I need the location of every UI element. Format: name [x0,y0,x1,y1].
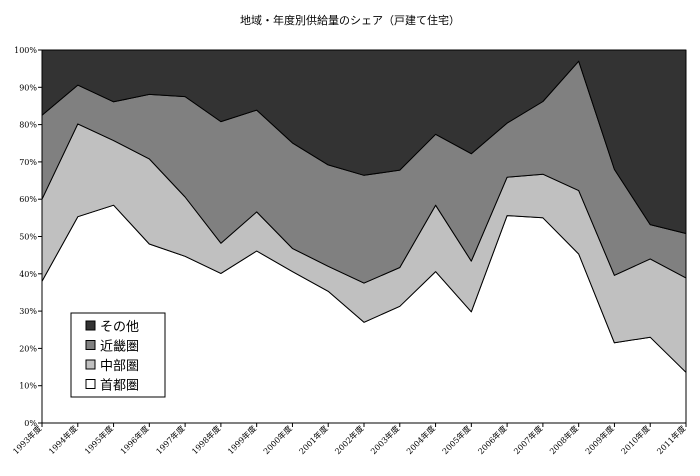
x-tick-label: 2011年度 [655,423,688,456]
x-tick-label: 2010年度 [619,423,652,456]
legend-label: 近畿圏 [100,340,139,355]
x-tick-label: 2003年度 [368,423,401,456]
y-tick-label: 70% [19,158,37,167]
x-tick-label: 2004年度 [404,423,437,456]
axes-group [38,49,687,427]
legend-swatch [85,379,96,389]
x-tick-label: 2006年度 [476,423,509,456]
x-tick-label: 1996年度 [118,423,151,456]
areas-group [41,49,687,424]
x-tick-label: 2002年度 [333,423,366,456]
x-tick-labels: 1993年度 1994年度 1995年度 1996年度 1997年度 1998年度 1999… [11,423,688,456]
y-tick-label: 100% [14,46,37,55]
x-tick-label: 2008年度 [547,423,580,456]
y-tick-label: 20% [19,344,37,353]
legend-label: 中部圏 [100,359,139,374]
y-tick-label: 30% [19,307,37,316]
y-tick-label: 50% [19,233,37,242]
x-tick-label: 1993年度 [11,423,44,456]
y-tick-label: 80% [19,121,37,130]
y-tick-label: 90% [19,83,37,92]
x-tick-label: 2009年度 [583,423,616,456]
y-tick-label: 10% [19,382,37,391]
legend-swatch [85,340,96,350]
x-tick-label: 1999年度 [225,423,258,456]
legend-swatch [85,320,96,331]
legend-swatch [85,359,96,370]
legend-label: その他 [100,320,139,335]
area-series-3 [41,49,687,234]
y-tick-label: 0% [24,419,37,428]
y-tick-label: 60% [19,195,37,204]
legend-label: 首都圏 [100,379,139,394]
x-tick-label: 2001年度 [297,423,330,456]
x-tick-label: 2000年度 [261,423,294,456]
chart-title: 地域・年度別供給量のシェア（戸建て住宅） [240,14,460,27]
x-tick-label: 2005年度 [440,423,473,456]
x-tick-label: 1997年度 [154,423,187,456]
x-tick-label: 2007年度 [512,423,545,456]
x-tick-label: 1994年度 [46,423,79,456]
y-tick-labels: 0% 10% 20% 30% 40% 50% 60% 70% 80% 90% 100% [14,46,37,428]
x-tick-label: 1995年度 [82,423,115,456]
x-tick-label: 1998年度 [190,423,223,456]
y-tick-label: 40% [19,270,37,279]
